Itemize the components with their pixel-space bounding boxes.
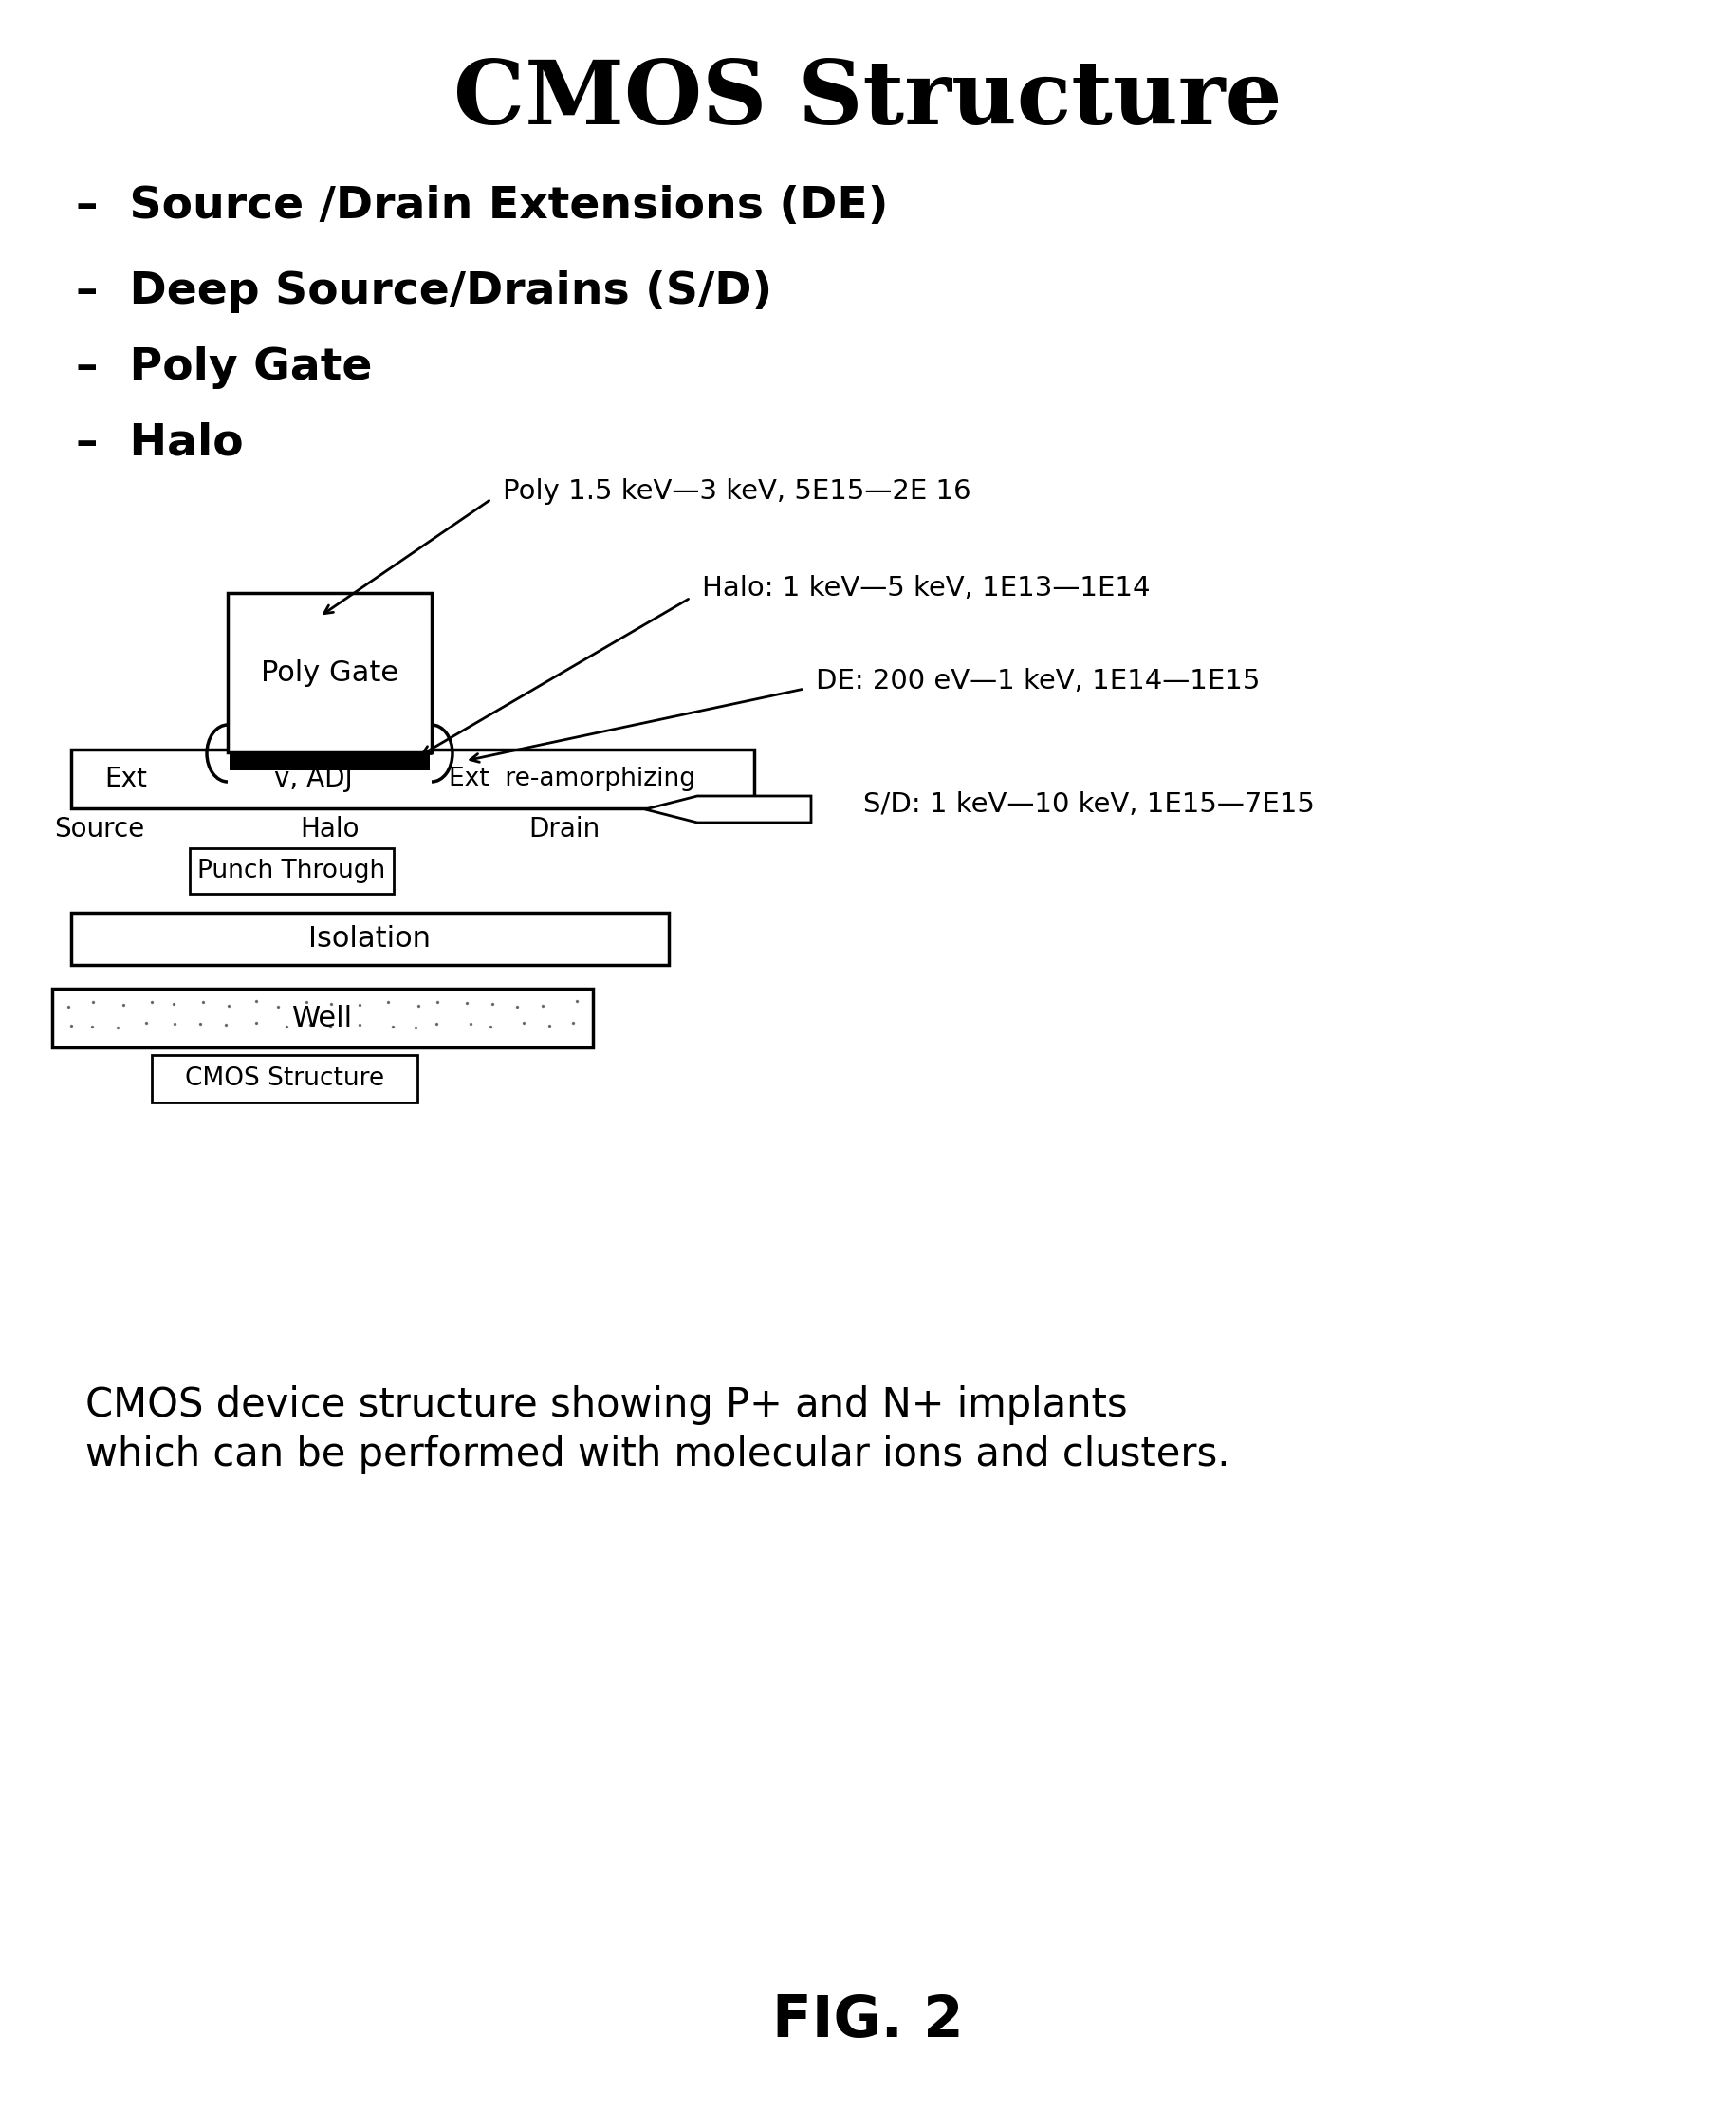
Text: –  Poly Gate: – Poly Gate: [76, 346, 372, 388]
Bar: [227, 593, 431, 752]
Text: Poly 1.5 keV—3 keV, 5E15—2E 16: Poly 1.5 keV—3 keV, 5E15—2E 16: [502, 479, 970, 505]
Text: Well: Well: [292, 1005, 352, 1032]
Text: DE: 200 eV—1 keV, 1E14—1E15: DE: 200 eV—1 keV, 1E14—1E15: [816, 667, 1259, 695]
Text: Poly Gate: Poly Gate: [260, 659, 398, 686]
Bar: [52, 988, 592, 1047]
Text: Drain: Drain: [528, 817, 601, 842]
Text: which can be performed with molecular ions and clusters.: which can be performed with molecular io…: [85, 1435, 1229, 1473]
Text: CMOS Structure: CMOS Structure: [453, 57, 1281, 141]
Text: Source: Source: [54, 817, 144, 842]
Text: Ext  re-amorphizing: Ext re-amorphizing: [448, 766, 694, 792]
Text: –  Source /Drain Extensions (DE): – Source /Drain Extensions (DE): [76, 186, 887, 228]
Bar: [189, 849, 394, 893]
Text: CMOS Structure: CMOS Structure: [184, 1066, 384, 1091]
Text: Halo: Halo: [300, 817, 359, 842]
Polygon shape: [644, 796, 811, 823]
Bar: [151, 1056, 417, 1102]
Bar: [229, 752, 429, 771]
Text: Punch Through: Punch Through: [198, 859, 385, 882]
Text: –  Deep Source/Drains (S/D): – Deep Source/Drains (S/D): [76, 270, 773, 312]
Bar: [71, 912, 668, 965]
Text: CMOS device structure showing P+ and N+ implants: CMOS device structure showing P+ and N+ …: [85, 1385, 1127, 1425]
Text: Ext: Ext: [104, 766, 148, 792]
Text: Isolation: Isolation: [309, 925, 431, 952]
Text: FIG. 2: FIG. 2: [773, 1993, 963, 2050]
Text: v, ADJ: v, ADJ: [274, 766, 352, 792]
Text: Halo: 1 keV—5 keV, 1E13—1E14: Halo: 1 keV—5 keV, 1E13—1E14: [701, 574, 1149, 602]
Text: S/D: 1 keV—10 keV, 1E15—7E15: S/D: 1 keV—10 keV, 1E15—7E15: [863, 792, 1314, 817]
Bar: [71, 749, 753, 809]
Text: –  Halo: – Halo: [76, 422, 243, 464]
